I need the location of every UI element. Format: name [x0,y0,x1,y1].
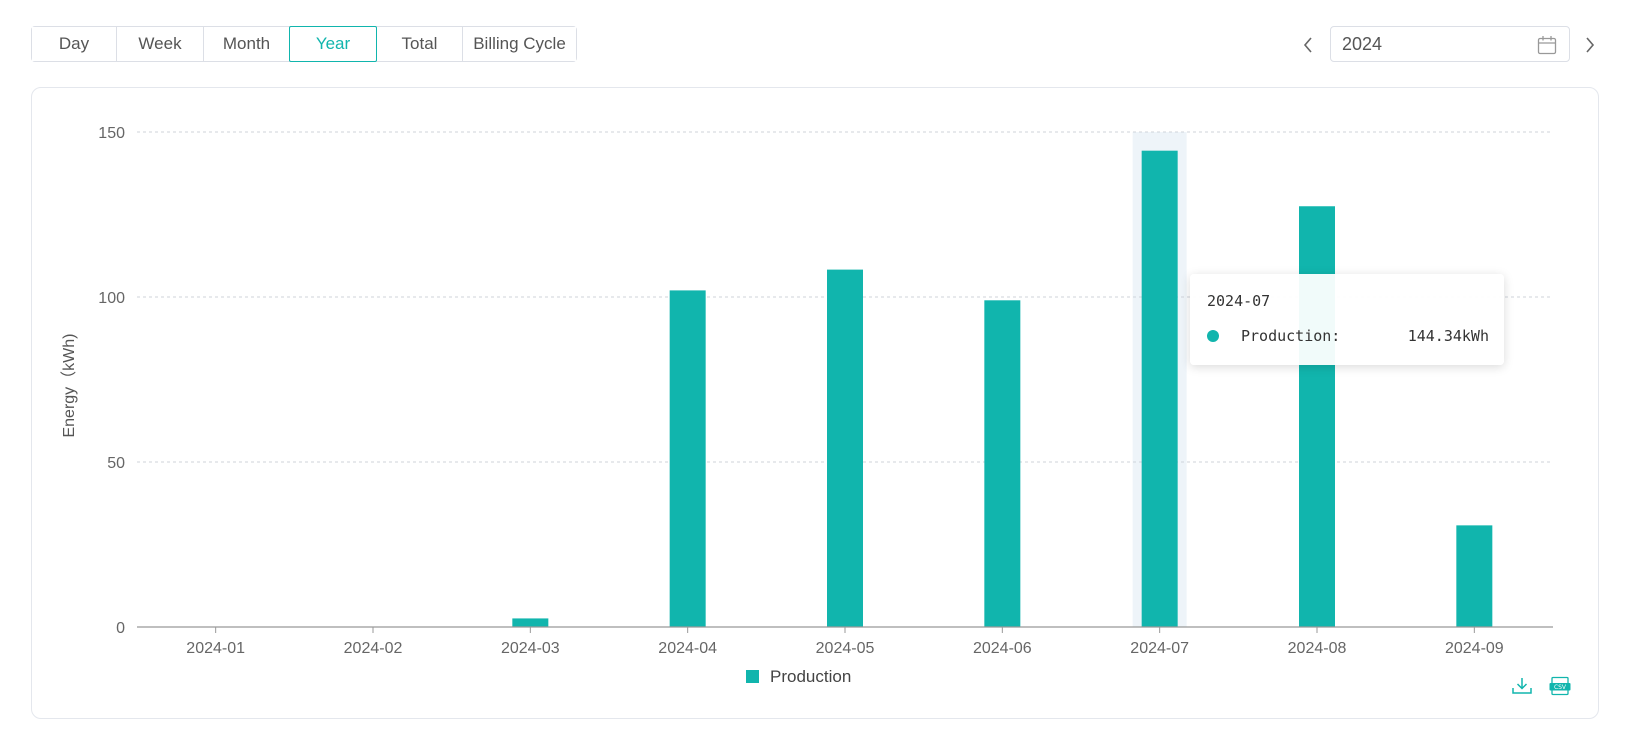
bar-2024-06 [984,300,1021,627]
download-icon[interactable] [1511,676,1533,701]
year-input[interactable] [1342,33,1522,55]
tooltip-series: Production: [1241,327,1341,345]
tab-year[interactable]: Year [289,26,377,62]
y-tick-label: 0 [116,620,125,637]
x-tick-label: 2024-06 [973,640,1032,657]
tooltip-value: 144.34kWh [1407,327,1489,345]
tab-total[interactable]: Total [377,27,463,61]
tab-month[interactable]: Month [204,27,290,61]
x-tick-label: 2024-08 [1288,640,1347,657]
y-tick-label: 50 [107,455,125,472]
tooltip-row: Production: 144.34kWh [1207,327,1489,345]
year-picker[interactable] [1330,26,1570,62]
bar-2024-08 [1299,206,1335,627]
bar-2024-09 [1456,525,1493,627]
x-tick-label: 2024-05 [816,640,875,657]
csv-export-icon[interactable]: CSV [1548,676,1572,701]
y-tick-label: 150 [98,125,125,142]
bar-2024-07 [1141,150,1178,628]
x-tick-label: 2024-02 [344,640,403,657]
x-tick-label: 2024-09 [1445,640,1504,657]
svg-text:CSV: CSV [1554,684,1567,691]
tab-billing-cycle[interactable]: Billing Cycle [463,27,576,61]
calendar-icon [1537,35,1557,60]
x-tick-label: 2024-07 [1130,640,1189,657]
chart-card [31,87,1599,719]
period-tabs: Day Week Month Year Total Billing Cycle [31,26,577,62]
x-tick-label: 2024-01 [186,640,245,657]
legend-label: Production [770,667,851,686]
tooltip-title: 2024-07 [1207,292,1271,310]
chevron-right-icon[interactable] [1578,30,1602,60]
y-tick-label: 100 [98,290,125,307]
x-tick-label: 2024-03 [501,640,560,657]
chevron-left-icon[interactable] [1296,30,1320,60]
bar-2024-05 [827,269,863,627]
series-marker-icon [1207,330,1219,342]
bar-2024-04 [669,290,706,627]
bar-2024-03 [512,618,549,627]
legend-marker-icon [746,670,759,683]
chart-tooltip: 2024-07 Production: 144.34kWh [1190,274,1504,365]
tab-day[interactable]: Day [32,27,117,61]
tab-week[interactable]: Week [117,27,204,61]
x-tick-label: 2024-04 [658,640,717,657]
y-axis-label: Energy（kWh) [60,333,78,437]
